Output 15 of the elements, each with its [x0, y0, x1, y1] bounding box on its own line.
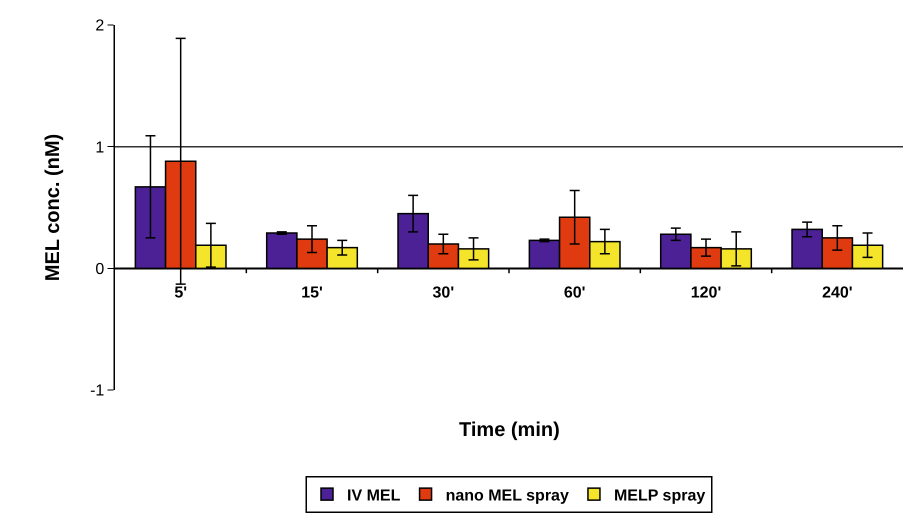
x-tick-label: 240' [822, 284, 853, 302]
x-tick-label: 120' [690, 284, 722, 302]
legend-label: MELP spray [614, 487, 706, 504]
x-tick-label: 15' [301, 284, 323, 302]
x-tick-label: 60' [564, 284, 586, 302]
y-axis-title: MEL conc. (nM) [42, 134, 64, 282]
x-tick-label: 30' [432, 284, 454, 302]
x-axis-title: Time (min) [459, 419, 560, 441]
y-tick-label: -1 [90, 382, 104, 400]
legend-label: nano MEL spray [446, 487, 569, 504]
y-tick-label: 2 [95, 18, 104, 35]
y-tick-label: 0 [95, 260, 104, 278]
x-tick-label: 5' [174, 284, 188, 302]
y-tick-label: 1 [95, 139, 104, 156]
legend-label: IV MEL [347, 487, 401, 504]
